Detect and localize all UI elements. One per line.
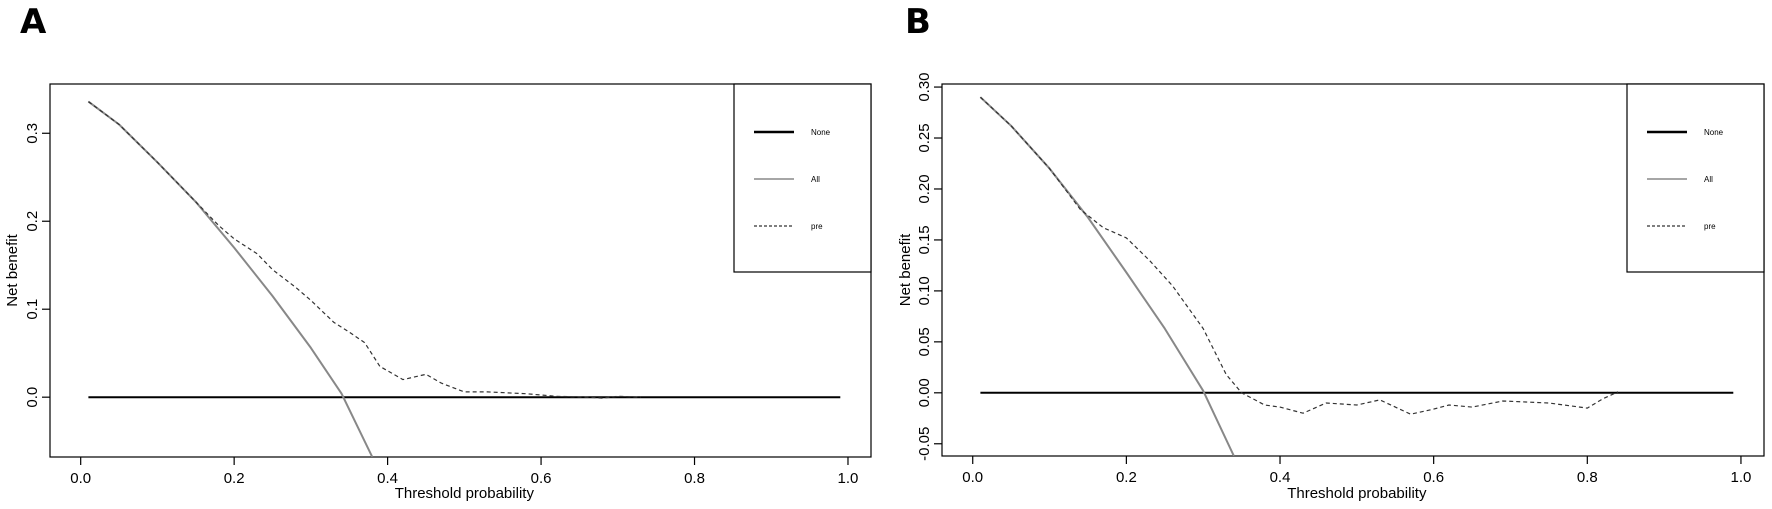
y-tick-label: 0.1 (24, 299, 41, 320)
series-pre-line (979, 96, 1619, 415)
y-tick-label: 0.3 (24, 123, 41, 144)
y-tick-label: 0.00 (916, 378, 933, 407)
x-tick-label: 0.0 (962, 469, 983, 486)
x-tick-label: 0.4 (1270, 469, 1291, 486)
legend-label-all: All (1704, 175, 1713, 184)
legend-label-pre: pre (1704, 222, 1716, 231)
chart-b: 0.0 0.2 0.4 0.6 0.8 1.0 -0.05 0.00 0.05 0.10 0.15 0… (897, 72, 1765, 502)
x-tick-label: 0.2 (1116, 469, 1137, 486)
legend-label-none: None (811, 128, 831, 137)
y-tick-label: -0.05 (916, 427, 933, 461)
series-pre-line (88, 101, 641, 399)
y-tick-label: 0.25 (916, 123, 933, 152)
panel-label-b: B (905, 2, 931, 42)
series-all-line (979, 96, 1235, 456)
series-all-line (87, 100, 374, 457)
x-tick-label: 1.0 (1731, 469, 1752, 486)
y-tick-label: 0.05 (916, 327, 933, 356)
x-tick-label: 0.8 (684, 470, 705, 487)
legend-label-all: All (811, 175, 820, 184)
y-tick-label: 0.20 (916, 174, 933, 203)
y-axis-title: Net benefit (4, 233, 21, 306)
y-tick-label: 0.15 (916, 225, 933, 254)
y-tick-label: 0.30 (916, 72, 933, 101)
y-tick-label: 0.0 (24, 387, 41, 408)
legend-box (1626, 83, 1765, 273)
legend-box (733, 83, 872, 273)
y-tick-label: 0.10 (916, 276, 933, 305)
x-tick-label: 0.0 (70, 470, 91, 487)
x-tick-label: 0.2 (224, 470, 245, 487)
x-axis-title: Threshold probability (1287, 485, 1427, 502)
panel-label-a: A (20, 2, 47, 42)
y-tick-label: 0.2 (24, 211, 41, 232)
legend-label-pre: pre (811, 222, 823, 231)
x-tick-label: 0.4 (377, 470, 398, 487)
chart-a: 0.0 0.2 0.4 0.6 0.8 1.0 0.0 0.1 0.2 0.3 Threshold … (4, 83, 872, 502)
x-tick-label: 0.6 (531, 470, 552, 487)
x-tick-label: 1.0 (838, 470, 859, 487)
x-tick-label: 0.6 (1423, 469, 1444, 486)
x-axis-title: Threshold probability (395, 485, 535, 502)
legend-label-none: None (1704, 128, 1724, 137)
y-axis-title: Net benefit (897, 233, 914, 306)
x-tick-label: 0.8 (1577, 469, 1598, 486)
